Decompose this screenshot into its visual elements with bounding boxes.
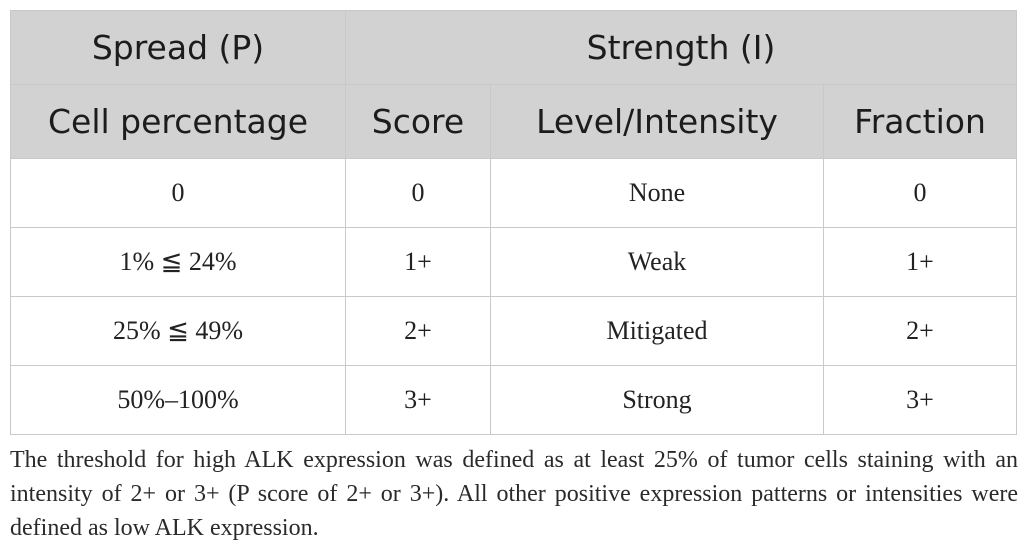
cell-score: 2+ <box>345 296 491 366</box>
cell-level: Weak <box>490 227 824 297</box>
group-header-spread: Spread (P) <box>10 10 346 85</box>
table-row: 25% ≦ 49% 2+ Mitigated 2+ <box>10 296 1018 366</box>
cell-score: 0 <box>345 158 491 228</box>
cell-level: Strong <box>490 365 824 435</box>
cell-percentage: 0 <box>10 158 346 228</box>
column-header-fraction: Fraction <box>822 84 1018 159</box>
column-header-row: Cell percentage Score Level/Intensity Fr… <box>10 84 1018 159</box>
table-row: 0 0 None 0 <box>10 158 1018 228</box>
table-row: 50%–100% 3+ Strong 3+ <box>10 365 1018 435</box>
cell-fraction: 1+ <box>822 227 1018 297</box>
cell-score: 1+ <box>345 227 491 297</box>
table-header: Spread (P) Strength (I) Cell percentage … <box>10 10 1018 159</box>
cell-score: 3+ <box>345 365 491 435</box>
column-header-level-intensity: Level/Intensity <box>490 84 824 159</box>
table-body: 0 0 None 0 1% ≦ 24% 1+ Weak 1+ 25% ≦ 49%… <box>10 158 1018 435</box>
cell-percentage: 25% ≦ 49% <box>10 296 346 366</box>
cell-fraction: 2+ <box>822 296 1018 366</box>
group-header-strength: Strength (I) <box>344 10 1018 85</box>
cell-percentage: 50%–100% <box>10 365 346 435</box>
column-header-cell-percentage: Cell percentage <box>10 84 346 159</box>
group-header-row: Spread (P) Strength (I) <box>10 10 1018 85</box>
column-header-score: Score <box>345 84 491 159</box>
cell-level: None <box>490 158 824 228</box>
table-row: 1% ≦ 24% 1+ Weak 1+ <box>10 227 1018 297</box>
cell-fraction: 0 <box>822 158 1018 228</box>
cell-fraction: 3+ <box>822 365 1018 435</box>
table-footnote: The threshold for high ALK expression wa… <box>10 447 1018 541</box>
cell-level: Mitigated <box>490 296 824 366</box>
alk-scoring-table: Spread (P) Strength (I) Cell percentage … <box>10 10 1018 435</box>
cell-percentage: 1% ≦ 24% <box>10 227 346 297</box>
